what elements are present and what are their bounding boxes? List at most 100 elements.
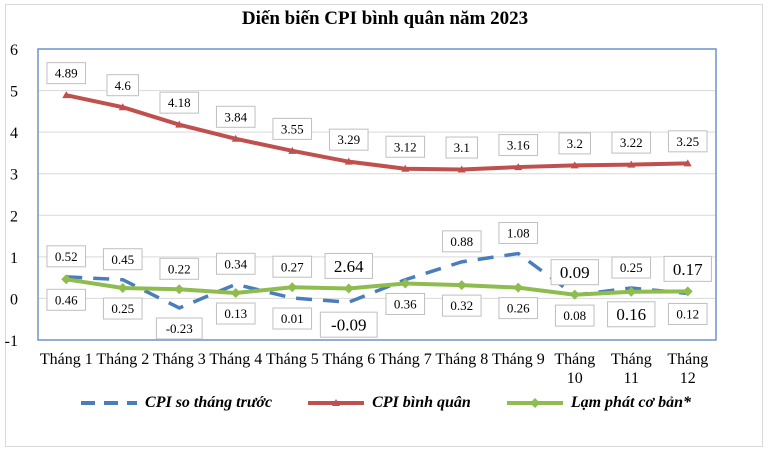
data-label: 0.12 [676, 306, 699, 321]
data-label: 0.34 [224, 256, 247, 271]
data-label-box [159, 91, 200, 114]
data-label: 1.08 [507, 226, 530, 241]
data-label: 0.27 [281, 259, 304, 274]
y-tick-label: 2 [10, 208, 18, 225]
data-label-box [272, 255, 313, 278]
data-label: 3.1 [454, 140, 470, 155]
data-label: -0.09 [331, 316, 366, 335]
x-tick-label: Tháng 9 [492, 351, 545, 368]
data-label-box [498, 222, 539, 245]
data-point-marker [457, 165, 466, 173]
data-point-marker [62, 91, 71, 99]
data-label: 3.84 [224, 109, 247, 124]
data-label: 0.08 [563, 308, 586, 323]
data-label: 3.29 [337, 132, 360, 147]
data-label-box [445, 136, 478, 159]
data-label: 0.01 [281, 311, 304, 326]
data-point-marker [400, 278, 411, 289]
x-tick-label: Tháng 11 [611, 351, 652, 387]
legend-line-icon [506, 398, 563, 408]
data-point-marker [570, 161, 579, 169]
series-line-1 [65, 93, 688, 172]
x-tick-label: Tháng 6 [322, 351, 375, 368]
legend-label: CPI so tháng trước [145, 394, 273, 411]
legend-line-icon [308, 399, 365, 406]
y-tick-label: -1 [5, 333, 18, 350]
data-point-marker [287, 282, 298, 293]
y-tick-label: 3 [10, 167, 18, 184]
data-label: 0.26 [507, 301, 530, 316]
data-label: 0.22 [168, 261, 191, 276]
data-label: 0.17 [673, 260, 703, 279]
data-label-box [102, 297, 143, 320]
data-label: 3.25 [676, 134, 699, 149]
data-label-box [611, 256, 652, 279]
data-point-marker [118, 103, 127, 111]
data-point-marker [683, 159, 692, 167]
data-label: 0.36 [394, 297, 417, 312]
data-point-marker [344, 157, 353, 165]
data-label: 3.16 [507, 138, 530, 153]
y-tick-label: 0 [10, 291, 18, 308]
data-label-box [385, 135, 426, 158]
legend-item-cpi-mom: CPI so tháng trước [79, 394, 272, 412]
data-label: 0.46 [55, 292, 78, 307]
data-point-marker [626, 286, 637, 297]
x-tick-label: Tháng 3 [153, 351, 206, 368]
legend: CPI so tháng trước CPI bình quân Lạm phá… [0, 394, 770, 412]
y-tick-label: 1 [10, 250, 18, 267]
data-label-box [46, 288, 87, 311]
x-tick-label: Tháng 5 [266, 351, 319, 368]
data-label-box [215, 105, 256, 128]
data-point-marker [514, 163, 523, 171]
data-label: 0.16 [616, 305, 646, 324]
data-label-box [607, 301, 656, 328]
data-label-box [498, 134, 539, 157]
data-label: 0.32 [450, 298, 473, 313]
y-tick-label: 6 [10, 42, 18, 59]
data-point-marker [61, 274, 72, 285]
x-tick-label: Tháng 1 [40, 351, 93, 368]
data-label: 0.25 [111, 301, 134, 316]
data-point-marker [569, 289, 580, 300]
legend-label: CPI bình quân [372, 394, 471, 411]
data-label: 0.52 [55, 249, 78, 264]
data-point-marker [230, 288, 241, 299]
data-label: 4.89 [55, 66, 78, 81]
data-label: 4.6 [115, 78, 132, 93]
plot-area-border [37, 48, 717, 341]
data-label: 4.18 [168, 95, 191, 110]
data-label-box [611, 131, 652, 154]
x-tick-label: Tháng 2 [96, 351, 149, 368]
data-label-box [550, 259, 599, 286]
data-label-box [328, 128, 369, 151]
x-tick-label: Tháng 12 [667, 351, 708, 387]
data-label-box [46, 62, 87, 85]
data-label-box [667, 302, 708, 325]
x-tick-label: Tháng 7 [379, 351, 432, 368]
data-label-box [215, 252, 256, 275]
data-point-marker [174, 284, 185, 295]
chart-title: Diến biến CPI bình quân năm 2023 [241, 8, 529, 29]
data-point-marker [682, 286, 693, 297]
data-label: 0.13 [224, 306, 247, 321]
legend-label: Lạm phát cơ bản* [570, 394, 691, 411]
data-label: 2.64 [334, 257, 364, 276]
data-label-box [441, 294, 482, 317]
data-point-marker [175, 120, 184, 128]
data-label: 0.88 [450, 234, 473, 249]
legend-dash-icon [81, 401, 138, 405]
data-label-box [272, 117, 313, 140]
data-label-box [155, 317, 203, 340]
data-label-box [159, 257, 200, 280]
data-label-box [319, 311, 378, 338]
data-label-box [558, 132, 591, 155]
data-label: 3.22 [620, 135, 643, 150]
chart-frame [5, 4, 763, 447]
data-point-marker [231, 134, 240, 142]
data-label: 3.12 [394, 139, 417, 154]
data-label-box [102, 248, 143, 271]
data-label: 3.55 [281, 121, 304, 136]
data-point-marker [627, 160, 636, 168]
